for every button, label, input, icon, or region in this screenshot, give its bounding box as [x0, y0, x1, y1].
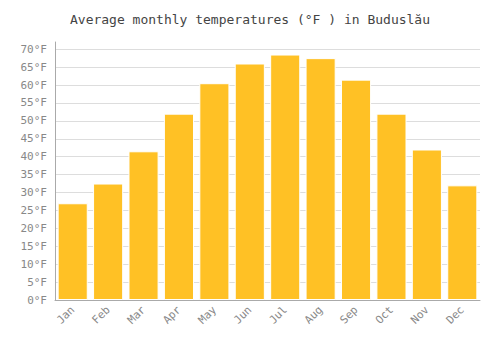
svg-text:55°F: 55°F — [21, 96, 48, 109]
svg-text:Oct: Oct — [373, 303, 396, 326]
svg-text:Jan: Jan — [54, 303, 77, 326]
svg-text:Dec: Dec — [444, 303, 467, 326]
svg-text:Apr: Apr — [160, 303, 183, 326]
svg-text:65°F: 65°F — [21, 61, 48, 74]
svg-text:10°F: 10°F — [21, 258, 48, 271]
svg-text:50°F: 50°F — [21, 114, 48, 127]
svg-text:45°F: 45°F — [21, 132, 48, 145]
svg-text:70°F: 70°F — [21, 43, 48, 56]
svg-text:Nov: Nov — [408, 303, 431, 326]
svg-text:Average monthly temperatures (: Average monthly temperatures (°F ) in Bu… — [70, 12, 430, 27]
svg-text:Feb: Feb — [89, 303, 112, 326]
svg-text:60°F: 60°F — [21, 79, 48, 92]
svg-text:30°F: 30°F — [21, 186, 48, 199]
svg-text:5°F: 5°F — [27, 276, 47, 289]
svg-text:Sep: Sep — [337, 303, 360, 326]
svg-text:0°F: 0°F — [27, 294, 47, 307]
svg-text:Jul: Jul — [267, 303, 290, 326]
svg-text:25°F: 25°F — [21, 204, 48, 217]
svg-text:Aug: Aug — [302, 303, 325, 326]
svg-text:May: May — [196, 303, 219, 326]
svg-text:20°F: 20°F — [21, 222, 48, 235]
svg-text:15°F: 15°F — [21, 240, 48, 253]
svg-text:Jun: Jun — [231, 303, 254, 326]
svg-text:40°F: 40°F — [21, 150, 48, 163]
svg-text:35°F: 35°F — [21, 168, 48, 181]
svg-text:Mar: Mar — [125, 303, 148, 326]
